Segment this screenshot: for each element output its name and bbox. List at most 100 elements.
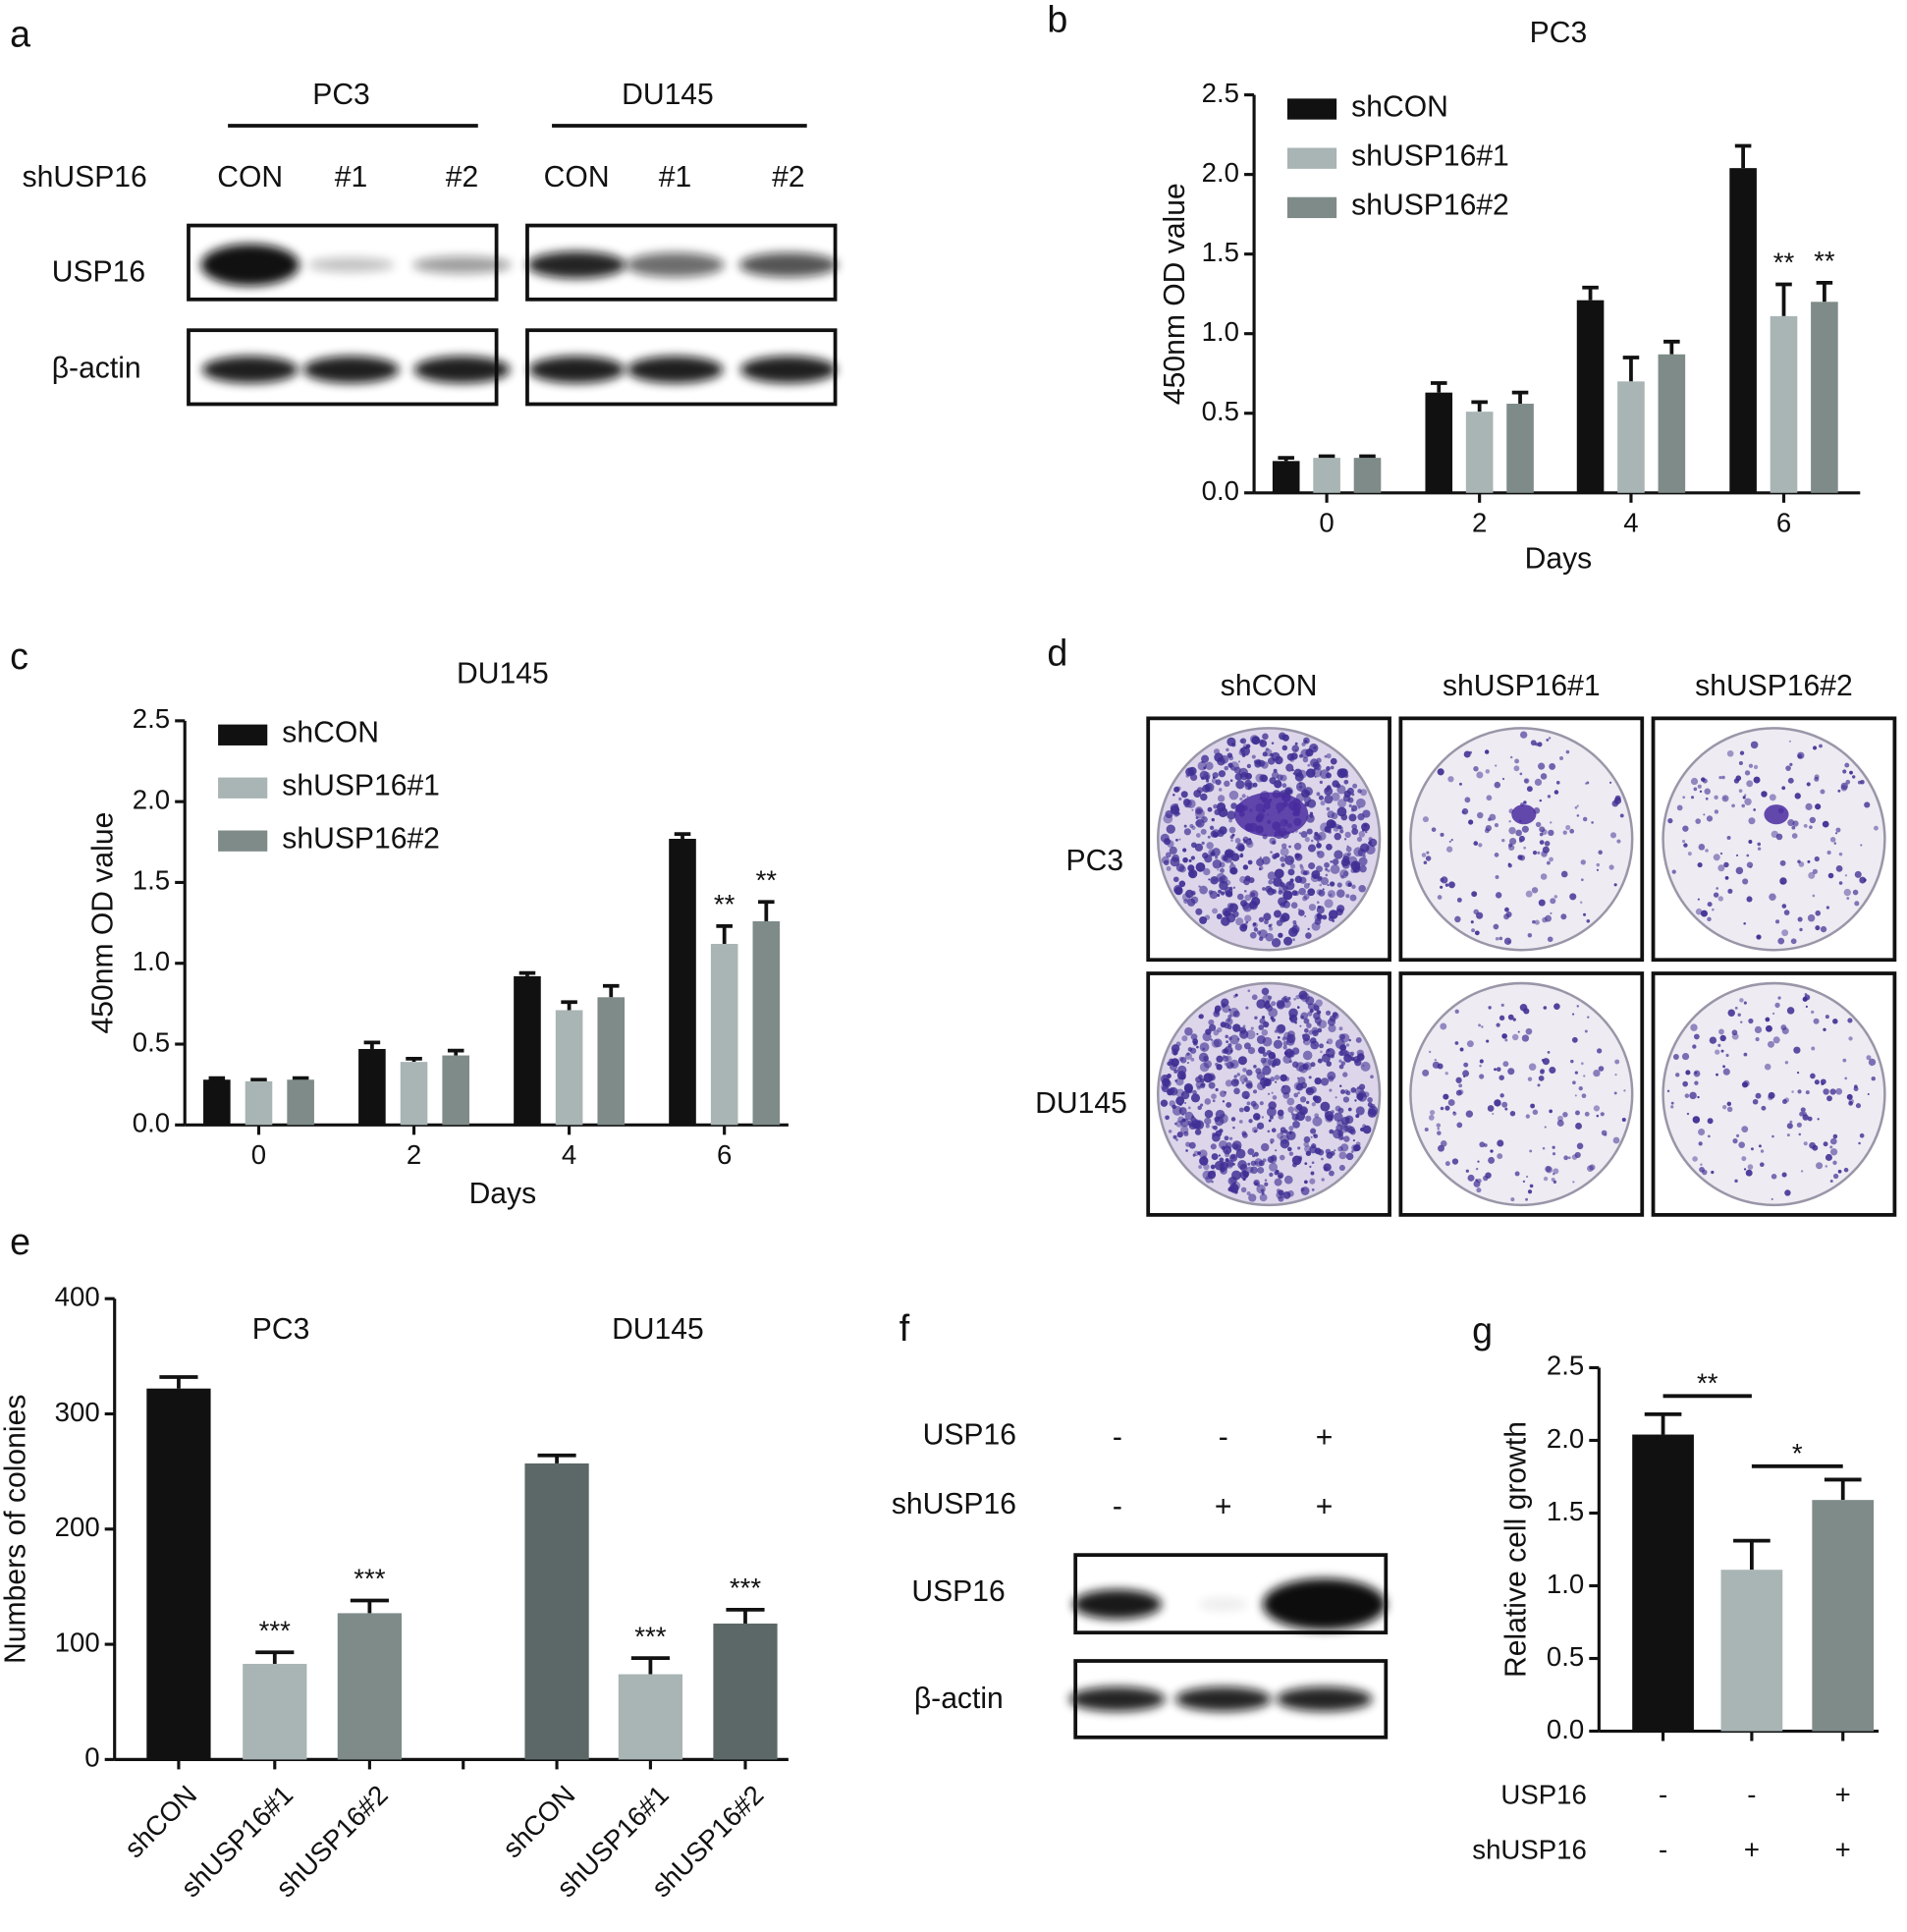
colony xyxy=(1244,894,1252,902)
colony xyxy=(1496,1067,1501,1073)
colony xyxy=(1252,1089,1258,1094)
colony xyxy=(1299,863,1303,867)
colony xyxy=(1583,1075,1586,1077)
condition-value: + xyxy=(1835,1779,1851,1809)
colony xyxy=(1290,752,1298,760)
colony xyxy=(1458,1083,1463,1088)
colony xyxy=(1781,929,1789,937)
colony xyxy=(1550,898,1556,905)
colony xyxy=(1340,874,1345,879)
colony xyxy=(1206,842,1214,850)
colony xyxy=(1616,839,1621,844)
colony xyxy=(1267,871,1277,880)
colony xyxy=(1238,1120,1243,1124)
colony xyxy=(1192,1038,1199,1045)
colony xyxy=(1287,868,1295,876)
colony xyxy=(1344,831,1351,838)
colony xyxy=(1312,767,1323,778)
colony xyxy=(1769,893,1776,902)
colony xyxy=(1179,1118,1190,1128)
colony xyxy=(1757,847,1762,851)
colony xyxy=(1428,1050,1432,1054)
colony xyxy=(1508,820,1511,823)
colony xyxy=(1173,1069,1178,1074)
colony xyxy=(1175,1120,1183,1128)
colony xyxy=(1313,745,1317,750)
colony xyxy=(1183,1131,1189,1136)
colony xyxy=(1443,1093,1449,1100)
colony xyxy=(1488,1156,1496,1164)
colony xyxy=(1220,891,1226,896)
colony xyxy=(1811,1046,1816,1051)
colony xyxy=(1288,1126,1294,1132)
y-axis-label: Numbers of colonies xyxy=(0,1395,32,1664)
colony xyxy=(1693,787,1698,792)
colony xyxy=(1219,861,1226,868)
colony xyxy=(1207,806,1213,812)
colony xyxy=(1243,889,1247,893)
colony xyxy=(1784,1061,1789,1065)
colony xyxy=(1508,844,1515,852)
colony xyxy=(1731,1029,1738,1036)
colony xyxy=(1324,795,1334,804)
bar xyxy=(1812,1500,1875,1732)
colony xyxy=(1185,767,1195,777)
colony xyxy=(1251,994,1258,1001)
colony xyxy=(1160,833,1170,843)
colony xyxy=(1525,1027,1533,1035)
colony xyxy=(1562,830,1567,835)
colony xyxy=(1330,864,1340,874)
colony xyxy=(1280,902,1286,909)
y-tick-label: 400 xyxy=(55,1281,100,1311)
colony xyxy=(1325,1114,1334,1123)
colony xyxy=(1866,1055,1872,1061)
colony xyxy=(1365,844,1376,855)
colony xyxy=(1692,1156,1698,1162)
colony xyxy=(1520,731,1528,739)
colony xyxy=(1220,867,1225,873)
colony xyxy=(1529,1149,1533,1153)
colony xyxy=(1280,1138,1290,1149)
colony xyxy=(1365,831,1368,834)
colony xyxy=(1613,1091,1617,1095)
colony xyxy=(1274,910,1282,918)
colony xyxy=(1314,1076,1322,1085)
colony xyxy=(1277,1035,1280,1039)
colony xyxy=(1549,1109,1553,1114)
lane-label: #1 xyxy=(335,161,367,193)
colony xyxy=(1211,778,1218,784)
bar xyxy=(1272,461,1300,493)
colony xyxy=(1514,1171,1520,1177)
colony xyxy=(1499,1093,1504,1098)
colony xyxy=(1829,1180,1833,1184)
lane-label: #1 xyxy=(659,161,691,193)
x-tick-label: 2 xyxy=(407,1139,421,1170)
colony xyxy=(1303,1018,1310,1024)
colony xyxy=(1451,1158,1459,1165)
colony xyxy=(1580,859,1586,865)
colony xyxy=(1494,853,1499,857)
colony xyxy=(1259,1101,1264,1106)
y-tick-label: 2.5 xyxy=(1547,1351,1584,1381)
colony xyxy=(1790,938,1797,945)
colony xyxy=(1495,892,1502,899)
colony xyxy=(1226,747,1229,752)
colony xyxy=(1812,745,1818,750)
colony xyxy=(1508,826,1516,835)
colony xyxy=(1161,856,1170,864)
significance: ** xyxy=(756,864,778,895)
colony xyxy=(1238,1107,1244,1113)
colony xyxy=(1600,1112,1605,1117)
colony xyxy=(1172,793,1175,797)
colony xyxy=(1507,1014,1514,1021)
colony xyxy=(1781,904,1787,909)
colony xyxy=(1547,795,1552,799)
colony xyxy=(1547,1050,1551,1054)
colony xyxy=(1797,1072,1800,1075)
colony xyxy=(1310,839,1314,843)
colony xyxy=(1282,1040,1288,1046)
colony xyxy=(1222,1100,1226,1103)
colony xyxy=(1317,877,1322,882)
colony xyxy=(1858,1141,1861,1145)
colony xyxy=(1822,820,1829,828)
